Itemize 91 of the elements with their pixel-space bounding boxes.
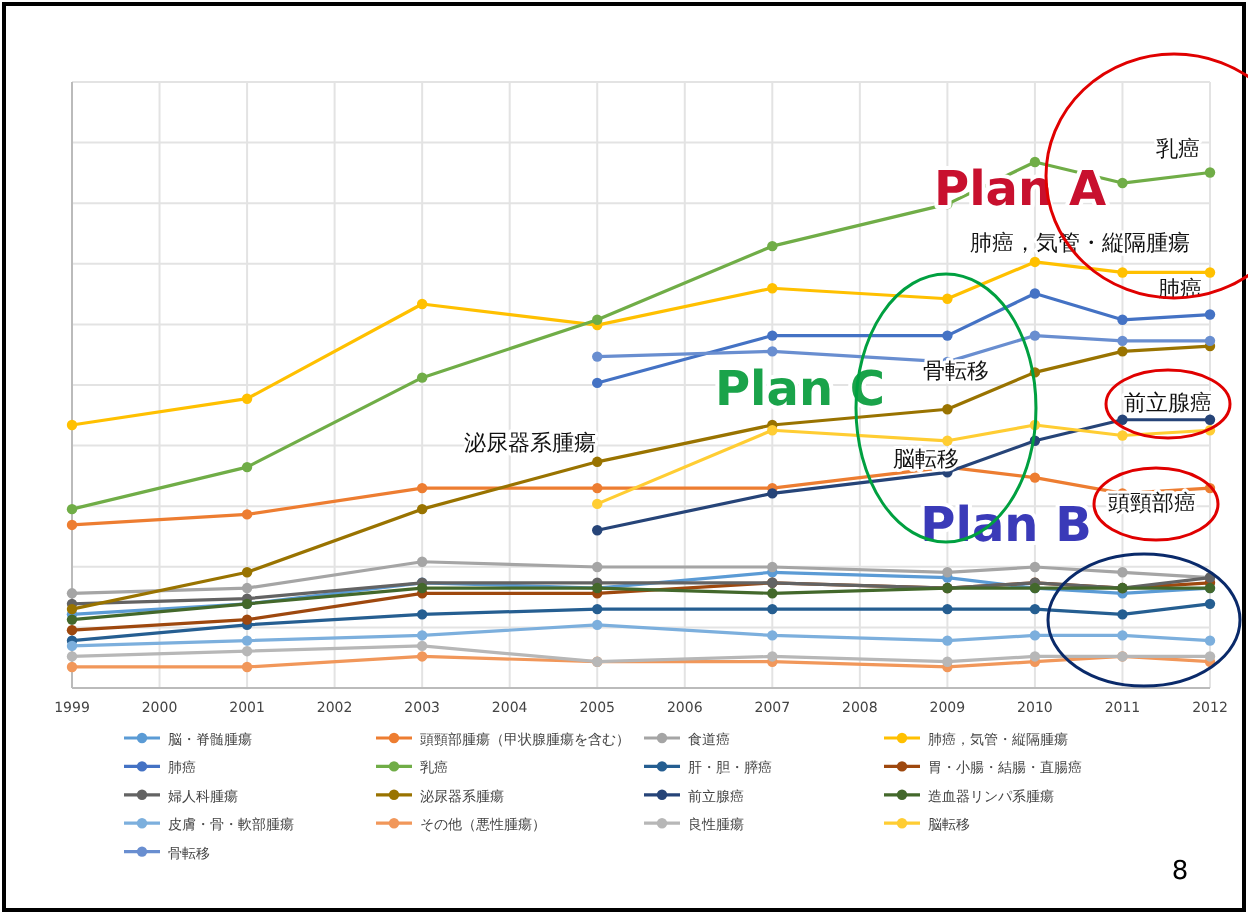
- point: [942, 293, 953, 304]
- point: [66, 503, 78, 515]
- point: [1204, 167, 1216, 178]
- point: [1117, 630, 1128, 641]
- point: [66, 603, 78, 615]
- point: [416, 609, 428, 620]
- point: [66, 661, 78, 673]
- annotation: 脳転移: [893, 446, 959, 473]
- point: [241, 661, 253, 673]
- point: [241, 645, 253, 657]
- point: [592, 314, 603, 325]
- point: [416, 630, 428, 641]
- point: [592, 525, 603, 536]
- point: [1117, 267, 1128, 278]
- point: [1117, 430, 1128, 441]
- point: [416, 482, 428, 494]
- point: [767, 346, 778, 357]
- point: [1117, 346, 1128, 357]
- point: [942, 656, 953, 667]
- point: [1204, 335, 1216, 347]
- point: [1204, 309, 1216, 320]
- point: [66, 419, 78, 431]
- point: [942, 435, 953, 446]
- point: [66, 588, 78, 599]
- point: [241, 582, 253, 594]
- point: [416, 640, 428, 652]
- point: [1029, 630, 1041, 641]
- point: [1204, 598, 1216, 610]
- point: [1204, 267, 1216, 278]
- point: [1204, 651, 1216, 662]
- point: [767, 651, 778, 662]
- point: [767, 330, 778, 341]
- point: [1204, 635, 1216, 646]
- point: [416, 298, 428, 310]
- point: [1117, 609, 1128, 620]
- point: [942, 404, 953, 415]
- point: [1029, 256, 1041, 268]
- point: [767, 561, 778, 573]
- text: 8: [1171, 857, 1189, 888]
- point: [241, 567, 253, 578]
- point: [66, 640, 78, 652]
- point: [1029, 561, 1041, 573]
- point: [767, 488, 778, 499]
- point: [942, 330, 953, 341]
- point: [592, 377, 603, 389]
- point: [416, 372, 428, 383]
- point: [767, 603, 778, 615]
- point: [592, 482, 603, 494]
- point: [1117, 567, 1128, 578]
- point: [942, 635, 953, 646]
- annotation: 前立腺癌: [1124, 390, 1212, 417]
- point: [1117, 414, 1128, 425]
- text: 乳癌: [1156, 136, 1200, 163]
- point: [767, 630, 778, 641]
- point: [66, 614, 78, 625]
- point: [66, 651, 78, 662]
- point: [241, 635, 253, 646]
- point: [942, 603, 953, 615]
- point: [767, 588, 778, 599]
- point: [1029, 472, 1041, 483]
- point: [241, 509, 253, 520]
- point: [592, 603, 603, 615]
- point: [416, 651, 428, 662]
- point: [767, 283, 778, 294]
- point: [1117, 177, 1128, 189]
- point: [592, 561, 603, 573]
- point: [1029, 651, 1041, 662]
- annotation: 泌尿器系腫瘍: [464, 430, 596, 457]
- point: [1117, 335, 1128, 347]
- point: [1204, 414, 1216, 425]
- point: [592, 498, 603, 510]
- point: [1117, 314, 1128, 325]
- point: [592, 619, 603, 631]
- annotation: 骨転移: [923, 358, 989, 385]
- point: [416, 556, 428, 567]
- point: [1029, 330, 1041, 341]
- point: [592, 456, 603, 468]
- point: [66, 519, 78, 531]
- point: [241, 461, 253, 473]
- point: [241, 614, 253, 625]
- point: [66, 624, 78, 636]
- annotation: 頭頸部癌: [1108, 490, 1196, 517]
- point: [767, 425, 778, 436]
- point: [1029, 603, 1041, 615]
- point: [241, 393, 253, 404]
- point: [416, 582, 428, 594]
- point: [416, 503, 428, 515]
- point: [1029, 288, 1041, 299]
- point: [942, 567, 953, 578]
- point: [592, 351, 603, 362]
- point: [767, 240, 778, 252]
